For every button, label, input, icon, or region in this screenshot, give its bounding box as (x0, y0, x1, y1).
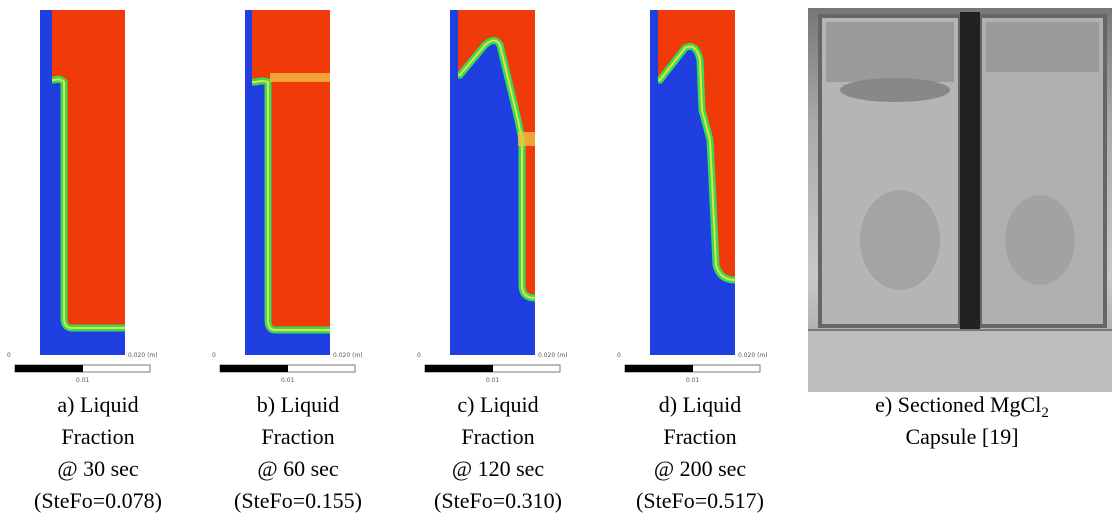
caption-line: Fraction (261, 424, 334, 449)
panel-b: 0 0.020 (m) 0.01 b) Liquid Fraction @ 60 sec (… (212, 352, 363, 513)
sim-a (40, 10, 125, 355)
sim-d (650, 10, 736, 355)
photo (808, 8, 1112, 392)
caption-line: @ 120 sec (452, 456, 545, 481)
scale-start: 0 (617, 352, 621, 359)
caption-subscript: 2 (1041, 405, 1049, 421)
scale-end: 0.020 (m) (538, 352, 568, 359)
panel-a: 0 0.020 (m) 0.01 a) Liquid Fraction @ 30 sec (… (7, 352, 162, 513)
caption-line: (SteFo=0.517) (636, 488, 764, 513)
scale-mid: 0.01 (486, 377, 500, 384)
photo-caption: e) Sectioned MgCl2 (875, 392, 1049, 421)
scale-start: 0 (417, 352, 421, 359)
scale-start: 0 (7, 352, 11, 359)
scale-bar-fill (15, 365, 83, 372)
scale-end: 0.020 (m) (333, 352, 363, 359)
scale-bar-fill (425, 365, 493, 372)
panel-d: 0 0.020 (m) 0.01 d) Liquid Fraction @ 200 sec… (617, 352, 768, 513)
caption-line: @ 30 sec (57, 456, 139, 481)
caption-line: Fraction (61, 424, 134, 449)
scale-start: 0 (212, 352, 216, 359)
scale-mid: 0.01 (281, 377, 295, 384)
scale-end: 0.020 (m) (128, 352, 158, 359)
sim-b (245, 10, 330, 355)
scale-bar-fill (220, 365, 288, 372)
sim-c (450, 10, 536, 355)
photo-caption: Capsule [19] (905, 424, 1018, 449)
scale-mid: 0.01 (686, 377, 700, 384)
caption-line: b) Liquid (257, 392, 340, 417)
caption-line: d) Liquid (659, 392, 742, 417)
caption-line: Fraction (663, 424, 736, 449)
caption-line: Fraction (461, 424, 534, 449)
caption-text: e) Sectioned MgCl (875, 392, 1041, 417)
caption-line: (SteFo=0.310) (434, 488, 562, 513)
scale-mid: 0.01 (76, 377, 90, 384)
panel-c: 0 0.020 (m) 0.01 c) Liquid Fraction @ 120 sec… (417, 352, 568, 513)
scale-bar-fill (625, 365, 693, 372)
caption-line: a) Liquid (57, 392, 138, 417)
caption-line: (SteFo=0.155) (234, 488, 362, 513)
caption-line: @ 200 sec (654, 456, 747, 481)
caption-line: c) Liquid (457, 392, 538, 417)
scale-end: 0.020 (m) (738, 352, 768, 359)
caption-line: (SteFo=0.078) (34, 488, 162, 513)
caption-line: @ 60 sec (257, 456, 339, 481)
